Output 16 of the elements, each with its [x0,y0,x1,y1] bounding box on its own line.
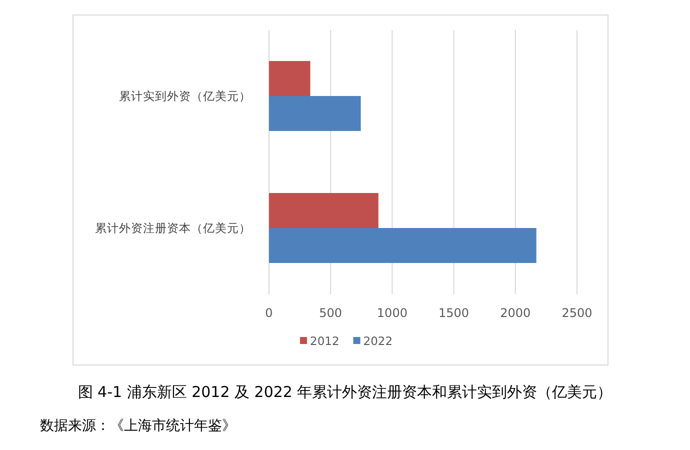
x-tick-label: 500 [319,306,342,320]
legend-label: 2022 [363,334,393,348]
bar [269,61,310,96]
bar [269,193,378,228]
x-tick-label: 0 [265,306,273,320]
x-tick-label: 2000 [500,306,531,320]
bar [269,96,361,131]
x-tick-label: 1000 [376,306,408,320]
x-tick-label: 2500 [562,306,592,320]
x-tick-label: 1500 [438,306,470,320]
text: 图 4-1 浦东新区 2012 及 2022 年累计外资注册资本和累计实到外资（亿美元） [78,383,612,401]
y-tick-label: 累计外资注册资本（亿美元） [95,221,251,235]
source-note: 数据来源：《上海市统计年鉴》 [40,418,236,434]
legend-label: 2012 [310,334,340,348]
y-tick-label: 累计实到外资（亿美元） [119,89,251,103]
bar [269,228,536,263]
